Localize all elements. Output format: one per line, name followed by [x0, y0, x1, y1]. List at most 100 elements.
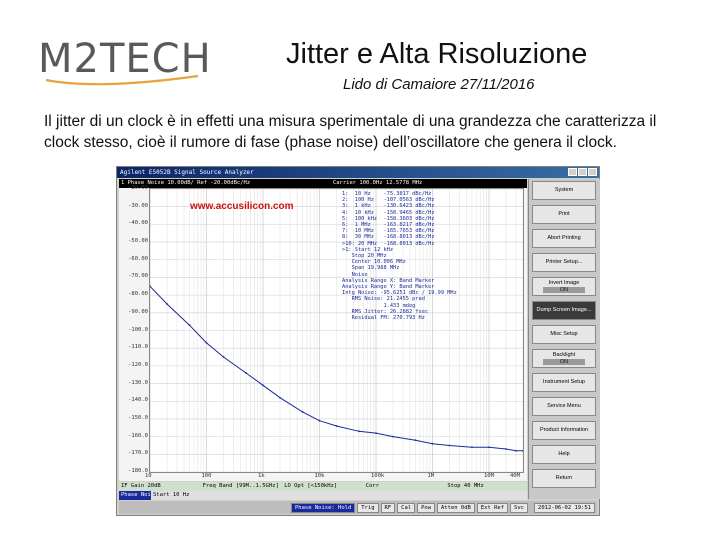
- y-tick-label: -90.00: [128, 308, 148, 315]
- watermark-url: www.accusilicon.com: [190, 201, 294, 212]
- softkey-label: Product Information: [540, 427, 588, 434]
- y-tick-label: -80.00: [128, 291, 148, 298]
- taskbar-item[interactable]: RF: [380, 502, 396, 513]
- marker-readout: 1: 10 Hz -75.3817 dBc/Hz 2: 100 Hz -107.0…: [342, 191, 457, 321]
- status-cell: LO Opt [<150kHz]: [284, 483, 338, 489]
- trace-point: [375, 432, 377, 434]
- x-tick-label: 1M: [427, 473, 435, 479]
- trace-point: [414, 439, 417, 442]
- status-row-2: Phase NoiseStart 10 Hz: [119, 491, 527, 500]
- softkey-label: System: [554, 187, 574, 194]
- taskbar-item[interactable]: Trig: [357, 502, 379, 513]
- softkey-abort-printing[interactable]: Abort Printing: [532, 229, 596, 248]
- trace-point: [505, 448, 507, 450]
- maximize-icon[interactable]: [578, 168, 587, 176]
- trace-point: [205, 341, 208, 344]
- softkey-label: Invert Image: [548, 280, 580, 286]
- y-tick-label: -60.00: [128, 255, 148, 262]
- phase-noise-trace: [150, 285, 523, 452]
- softkey-backlight[interactable]: Backlight ON: [532, 349, 596, 368]
- softkey-label: Misc Setup: [550, 331, 578, 338]
- trace-point: [245, 372, 247, 374]
- phase-noise-plot: www.accusilicon.com 1: 10 Hz -75.3817 dB…: [149, 188, 524, 473]
- status-cell: Corr: [365, 483, 380, 489]
- trace-point: [335, 425, 338, 427]
- y-axis-labels: -20.00 -30.00 -40.00 -50.00 -60.00 -70.00 -80.…: [119, 185, 149, 481]
- softkey-system[interactable]: System: [532, 181, 596, 200]
- softkey-misc-setup[interactable]: Misc Setup: [532, 325, 596, 344]
- plot-frame: -20.00 -30.00 -40.00 -50.00 -60.00 -70.00 -80.…: [119, 185, 527, 481]
- taskbar-clock: 2012-06-02 19:51: [534, 502, 595, 513]
- softkey-label: Printer Setup...: [545, 259, 583, 266]
- softkey-label: Abort Printing: [547, 235, 581, 242]
- softkey-label: Print: [558, 211, 570, 218]
- softkey-printer-setup[interactable]: Printer Setup...: [532, 253, 596, 272]
- marker-readout-line: 7: 10 MHz -165.7653 dBc/Hz: [342, 228, 435, 235]
- softkey-return[interactable]: Return: [532, 469, 596, 488]
- status-cell: Stop 40 MHz: [447, 483, 484, 489]
- taskbar-item[interactable]: Ext Ref: [476, 502, 509, 513]
- minimize-icon[interactable]: [568, 168, 577, 176]
- trace-point: [150, 285, 151, 288]
- trace-point: [488, 446, 490, 449]
- y-tick-label: -130.0: [128, 379, 148, 386]
- marker-readout-line: Noise: [342, 271, 368, 278]
- y-tick-label: -170.0: [128, 450, 148, 457]
- trace-point: [471, 446, 473, 449]
- y-tick-label: -20.00: [128, 185, 148, 191]
- trace-point: [188, 324, 191, 327]
- slide-title: Jitter e Alta Risoluzione: [286, 38, 588, 70]
- softkey-label: Return: [555, 475, 573, 482]
- softkey-dump-screen-image[interactable]: Dump Screen Image...: [532, 301, 596, 320]
- softkey-service-menu[interactable]: Service Menu: [532, 397, 596, 416]
- taskbar-item[interactable]: Atten 0dB: [437, 502, 475, 513]
- marker-readout-line: Analysis Range X: Band Marker: [342, 277, 435, 284]
- status-cell: Freq Band [99M..1.5GHz]: [202, 483, 279, 489]
- y-tick-label: -120.0: [128, 361, 148, 368]
- softkey-label: Dump Screen Image...: [536, 307, 592, 314]
- marker-readout-line: 1.433 mdeg: [342, 302, 416, 309]
- carrier-text: Carrier 100.0Hz 12.5778 MHz: [332, 180, 423, 186]
- softkey-help[interactable]: Help: [532, 445, 596, 464]
- softkey-instrument-setup[interactable]: Instrument Setup: [532, 373, 596, 392]
- y-tick-label: -30.00: [128, 202, 148, 209]
- x-tick-label: 100k: [370, 473, 385, 479]
- y-tick-label: -150.0: [128, 414, 148, 421]
- marker-readout-line: 2: 100 Hz -107.0563 dBc/Hz: [342, 197, 435, 204]
- trace-header-text: 1 Phase Noise 10.00dB/ Ref -20.00dBc/Hz: [121, 180, 251, 186]
- y-tick-label: -180.0: [128, 468, 148, 474]
- marker-readout-line: 6: 1 MHz -163.8217 dBc/Hz: [342, 222, 435, 229]
- softkey-panel: System Print Abort Printing Printer Setup..…: [528, 179, 600, 499]
- taskbar-item[interactable]: Pow: [417, 502, 436, 513]
- marker-readout-line: 3: 1 kHz -130.6423 dBc/Hz: [342, 203, 435, 210]
- softkey-state: ON: [543, 358, 585, 365]
- marker-readout-line: Span 19.988 MHz: [342, 265, 400, 272]
- close-icon[interactable]: [588, 168, 597, 176]
- y-tick-label: -140.0: [128, 397, 148, 404]
- y-tick-label: -70.00: [128, 273, 148, 280]
- softkey-print[interactable]: Print: [532, 205, 596, 224]
- softkey-product-information[interactable]: Product Information: [532, 421, 596, 440]
- trace-point: [301, 410, 304, 413]
- marker-readout-line: Residual FM: 270.793 Hz: [342, 315, 425, 322]
- taskbar-item[interactable]: Svc: [510, 502, 528, 513]
- trace-point: [515, 449, 517, 452]
- marker-readout-line: >1: Start 12 kHz: [342, 246, 394, 253]
- status-row-1: IF Gain 20dB Freq Band [99M..1.5GHz] LO Op…: [119, 482, 527, 491]
- trace-point: [448, 444, 451, 447]
- trace-point: [222, 356, 225, 358]
- marker-readout-line: Analysis Range Y: Band Marker: [342, 284, 435, 291]
- y-tick-label: -100.0: [128, 326, 148, 333]
- slide-subtitle: Lido di Camaiore 27/11/2016: [343, 76, 535, 93]
- taskbar-item[interactable]: Phase Noise: Hold: [291, 502, 356, 513]
- marker-readout-line: Stop 20 MHz: [342, 253, 387, 260]
- x-tick-label: 1k: [257, 473, 265, 479]
- marker-readout-line: 5: 100 kHz -158.3603 dBc/Hz: [342, 215, 435, 222]
- taskbar-item[interactable]: Cal: [397, 502, 416, 513]
- x-tick-label: 100: [201, 473, 212, 479]
- softkey-invert-image[interactable]: Invert Image ON: [532, 277, 596, 296]
- x-tick-label: 10: [145, 473, 152, 479]
- y-tick-label: -40.00: [128, 220, 148, 227]
- y-tick-label: -160.0: [128, 432, 148, 439]
- slide-body-text: Il jitter di un clock è in effetti una m…: [44, 113, 657, 151]
